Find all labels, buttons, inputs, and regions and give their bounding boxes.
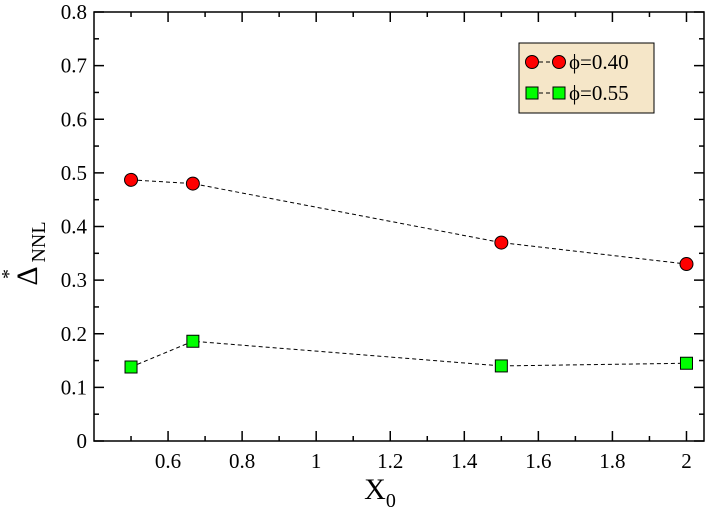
data-point bbox=[679, 356, 693, 370]
data-point bbox=[124, 360, 138, 374]
y-tick-label: 0 bbox=[77, 429, 88, 453]
x-axis-title-sub: 0 bbox=[386, 490, 396, 508]
x-tick-label: 2 bbox=[681, 449, 692, 473]
x-tick-label: 0.8 bbox=[229, 449, 255, 473]
legend-marker bbox=[552, 55, 566, 69]
series-line bbox=[130, 340, 687, 368]
y-axis-title-main: Δ bbox=[11, 266, 44, 285]
series-1 bbox=[124, 172, 694, 272]
y-tick-label: 0.7 bbox=[61, 54, 87, 78]
y-axis-title-sup: * bbox=[0, 269, 20, 279]
legend-marker bbox=[552, 86, 566, 100]
axis-ticks: 0.6 0.8 1 1.2 1.4 1.6 1.8 2 0 0.1 0.2 0.3 0.4 0.5 0.6 0… bbox=[61, 0, 704, 473]
legend-label: ϕ=0.40 bbox=[569, 50, 629, 74]
y-axis-title-sub: NNL bbox=[28, 221, 50, 262]
x-tick-label: 0.6 bbox=[155, 449, 181, 473]
y-tick-label: 0.5 bbox=[61, 161, 87, 185]
data-point bbox=[185, 176, 200, 191]
legend-marker bbox=[525, 55, 539, 69]
axis-titles: X0 Δ NNL * bbox=[0, 221, 396, 508]
data-point bbox=[124, 172, 139, 187]
series-layer bbox=[124, 172, 694, 374]
x-tick-label: 1.8 bbox=[599, 449, 625, 473]
series-2 bbox=[124, 334, 693, 374]
x-tick-label: 1.2 bbox=[377, 449, 403, 473]
data-point bbox=[494, 235, 509, 250]
y-tick-label: 0.4 bbox=[61, 215, 88, 239]
y-tick-label: 0.3 bbox=[61, 268, 87, 292]
y-tick-label: 0.1 bbox=[61, 375, 87, 399]
data-point bbox=[186, 334, 200, 348]
y-axis-title: Δ NNL * bbox=[0, 221, 50, 285]
x-axis-title: X0 bbox=[364, 473, 396, 508]
y-tick-label: 0.6 bbox=[61, 107, 87, 131]
x-tick-label: 1 bbox=[311, 449, 322, 473]
data-point bbox=[494, 359, 508, 373]
x-axis-title-main: X bbox=[364, 473, 386, 506]
legend-box bbox=[518, 42, 655, 114]
x-tick-label: 1.6 bbox=[525, 449, 551, 473]
legend: ϕ=0.40 ϕ=0.55 bbox=[518, 42, 655, 114]
data-point bbox=[679, 257, 694, 272]
y-tick-label: 0.2 bbox=[61, 322, 87, 346]
legend-marker bbox=[525, 86, 539, 100]
y-tick-label: 0.8 bbox=[61, 0, 87, 24]
x-tick-label: 1.4 bbox=[451, 449, 478, 473]
series-line bbox=[131, 179, 687, 265]
legend-label: ϕ=0.55 bbox=[569, 81, 629, 105]
